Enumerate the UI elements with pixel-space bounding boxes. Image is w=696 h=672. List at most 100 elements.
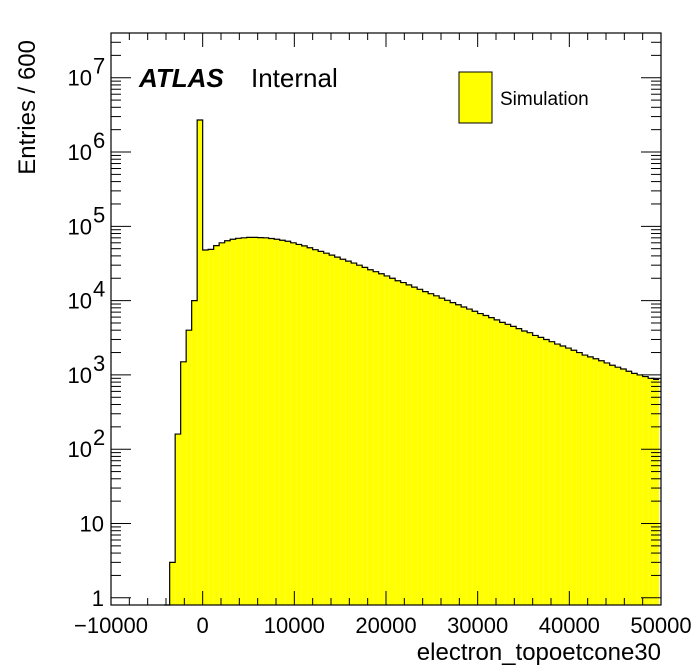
legend-label-simulation: Simulation [500, 89, 589, 110]
histogram-bin [362, 267, 368, 605]
histogram-bin [279, 240, 286, 605]
y-tick-base: 10 [68, 363, 92, 388]
histogram-bin [208, 249, 214, 605]
histogram-bin [439, 298, 445, 605]
x-tick-label: 20000 [355, 613, 416, 638]
y-tick-exponent: 5 [93, 202, 105, 227]
histogram-bin [648, 378, 654, 605]
x-tick-label: 50000 [630, 613, 691, 638]
histogram-bin [395, 280, 401, 605]
histogram-bin [290, 242, 297, 605]
histogram-bin [466, 309, 473, 605]
y-tick-base: 10 [80, 512, 104, 537]
x-tick-label: −10000 [74, 613, 148, 638]
x-axis-title: electron_topoetcone30 [417, 639, 661, 666]
histogram-bin [499, 322, 506, 605]
histogram-bin [521, 330, 528, 605]
histogram-bin [175, 434, 181, 605]
histogram-bin [230, 239, 236, 605]
histogram-bin [549, 341, 555, 605]
y-tick-label: 1 [92, 586, 104, 611]
y-tick-exponent: 3 [93, 351, 105, 376]
histogram-bin [477, 313, 484, 605]
y-tick-exponent: 7 [93, 54, 105, 79]
x-tick-label: 10000 [264, 613, 325, 638]
histogram-bin [268, 238, 275, 605]
y-tick-base: 10 [68, 437, 92, 462]
histogram-bin [257, 237, 264, 605]
histogram-bin [483, 315, 489, 605]
y-tick-base: 10 [68, 140, 92, 165]
histogram-bin [219, 242, 225, 605]
histogram-bin [653, 379, 660, 605]
histogram-bin [235, 238, 242, 605]
histogram-bin [560, 345, 566, 605]
histogram-bin [620, 369, 627, 605]
histogram-bin [461, 307, 467, 605]
y-axis-title: Entries / 600 [14, 40, 41, 175]
y-tick-exponent: 6 [93, 128, 105, 153]
histogram-bin [571, 350, 577, 605]
y-tick-label: 10 [68, 289, 92, 314]
histogram-bin [334, 257, 341, 605]
histogram-bin [312, 249, 319, 605]
x-tick-label: 0 [197, 613, 209, 638]
histogram-bin [224, 240, 231, 605]
histogram-bin [615, 367, 621, 605]
histogram-bin [186, 330, 192, 605]
x-tick-label: 40000 [539, 613, 600, 638]
histogram-bin [626, 371, 632, 605]
histogram-bin [422, 291, 429, 605]
atlas-label: ATLAS [138, 63, 224, 93]
histogram-bin [345, 261, 352, 605]
y-tick-base: 1 [92, 586, 104, 611]
histogram-bin [197, 119, 203, 606]
histogram-bin [494, 319, 500, 605]
histogram-bin [593, 358, 599, 605]
legend-swatch-simulation [458, 71, 493, 124]
histogram-bin [367, 269, 374, 605]
y-tick-base: 10 [68, 66, 92, 91]
histogram-bin [378, 273, 385, 605]
y-tick-exponent: 2 [93, 425, 105, 450]
histogram-bin [609, 365, 616, 605]
histogram-bin [389, 278, 396, 605]
histogram-bin [642, 376, 649, 605]
histogram-bin [554, 344, 561, 605]
histogram-bin [191, 300, 198, 605]
histogram-bin [406, 284, 412, 605]
histogram-bin [274, 239, 280, 605]
x-tick-label: 30000 [447, 613, 508, 638]
histogram-bin [252, 237, 258, 605]
histogram-bin [510, 326, 517, 605]
histogram-bin [241, 237, 247, 605]
histogram-bin [340, 259, 346, 605]
histogram-bin [400, 282, 407, 605]
histogram-bin [527, 332, 533, 605]
histogram-bin [637, 374, 643, 605]
histogram-outline [164, 119, 660, 606]
histogram-bin [516, 328, 522, 605]
histogram-bin [472, 311, 478, 605]
histogram-bin [631, 373, 638, 605]
histogram-bin [301, 245, 308, 605]
histogram-bin [296, 244, 302, 606]
histogram-bin [543, 339, 550, 605]
y-tick-label: 10 [68, 437, 92, 462]
histogram-outline-path [164, 119, 660, 606]
histogram-bin [323, 253, 330, 605]
histogram-bin [538, 337, 544, 605]
histogram-bin [373, 271, 379, 605]
histogram-bin [180, 361, 187, 605]
histogram-bin [532, 335, 539, 605]
histogram-bin [356, 265, 363, 605]
histogram-bin [576, 352, 583, 605]
histogram-bin [384, 275, 390, 605]
histogram-bin [307, 247, 313, 605]
histogram-bin [202, 250, 209, 605]
y-tick-label: 10 [68, 214, 92, 239]
histogram-bin [318, 251, 324, 605]
y-tick-base: 10 [68, 214, 92, 239]
